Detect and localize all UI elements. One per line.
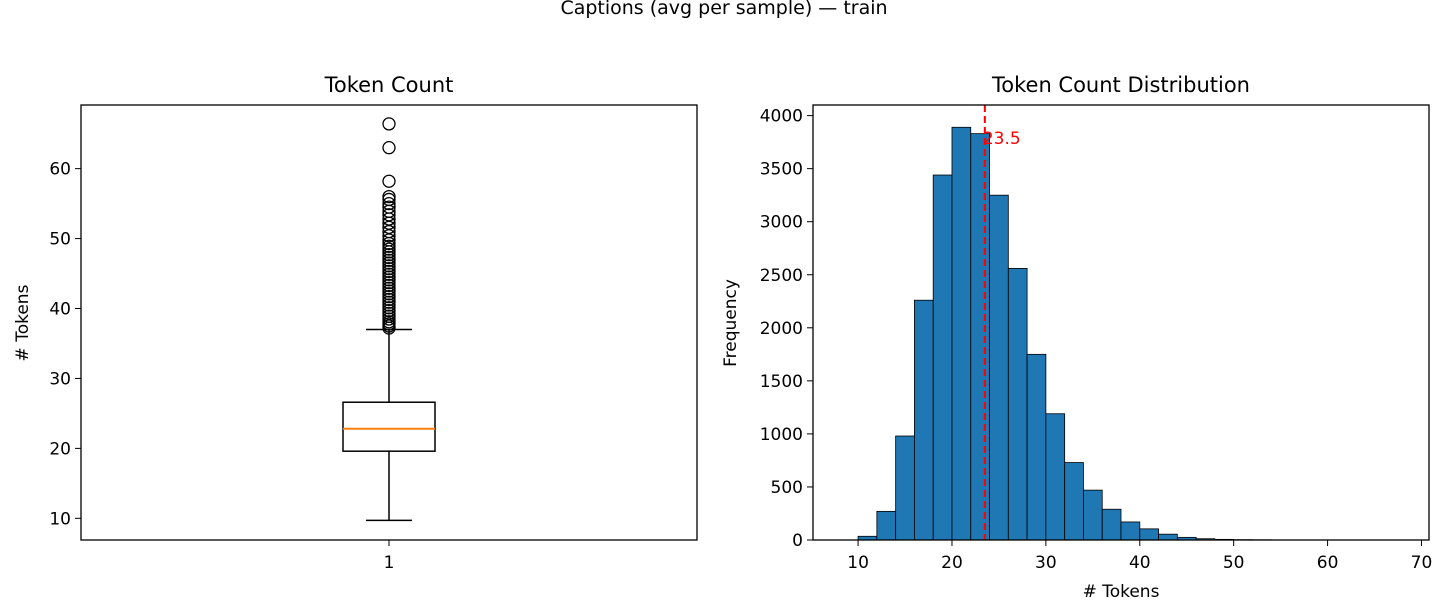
histogram-bar xyxy=(1083,489,1103,541)
histogram-xtick-label: 30 xyxy=(1035,553,1057,573)
histogram-bar xyxy=(895,435,915,541)
histogram-ytick-label: 3500 xyxy=(760,160,803,180)
histogram-ylabel: Frequency xyxy=(721,279,741,367)
histogram-bar xyxy=(932,174,953,541)
histogram-ytick-label: 2500 xyxy=(760,266,803,286)
histogram-xtick-label: 60 xyxy=(1317,553,1339,573)
histogram-ytick-label: 3000 xyxy=(760,213,803,233)
histogram-bar xyxy=(1007,267,1028,541)
histogram-title: Token Count Distribution xyxy=(991,73,1250,97)
histogram-ytick-label: 0 xyxy=(792,531,803,551)
figure-suptitle: Captions (avg per sample) — train xyxy=(560,0,887,19)
histogram-ytick-label: 1000 xyxy=(760,425,803,445)
histogram-bar xyxy=(1158,533,1178,541)
histogram-ytick-label: 500 xyxy=(771,478,803,498)
boxplot-outlier-point xyxy=(382,189,396,204)
boxplot-outlier-point xyxy=(382,141,396,155)
histogram-bar xyxy=(1026,353,1047,541)
boxplot-outlier-point xyxy=(382,174,396,188)
boxplot-xtick-label: 1 xyxy=(384,553,395,573)
histogram-bar xyxy=(951,126,972,541)
boxplot-outlier-point xyxy=(382,200,396,214)
histogram-mean-label: 23.5 xyxy=(983,129,1021,149)
histogram-bar xyxy=(1101,508,1122,541)
histogram-bar xyxy=(1139,528,1159,541)
boxplot-ytick-label: 10 xyxy=(49,509,71,529)
boxplot-outlier-point xyxy=(382,208,396,222)
histogram-bar xyxy=(970,133,990,541)
boxplot-ytick-label: 60 xyxy=(49,160,71,180)
boxplot-ytick-label: 40 xyxy=(49,300,71,320)
boxplot-title: Token Count xyxy=(324,73,454,97)
histogram-frame xyxy=(812,104,1430,541)
histogram-axes: Token Count Distribution Frequency # Tok… xyxy=(721,73,1432,602)
boxplot-ylabel: # Tokens xyxy=(13,284,33,361)
boxplot-outlier-point xyxy=(382,117,396,131)
histogram-ytick-label: 2000 xyxy=(760,319,803,339)
histogram-bar xyxy=(914,299,934,541)
boxplot-frame xyxy=(80,104,698,541)
histogram-bar xyxy=(1045,413,1066,541)
boxplot-box xyxy=(342,401,436,452)
histogram-xtick-label: 20 xyxy=(941,553,963,573)
boxplot-outlier-point xyxy=(382,196,396,211)
histogram-xtick-label: 70 xyxy=(1411,553,1433,573)
boxplot-ytick-label: 20 xyxy=(49,439,71,459)
boxplot-ytick-label: 30 xyxy=(49,369,71,389)
histogram-bar xyxy=(989,194,1009,541)
boxplot-ytick-label: 50 xyxy=(49,230,71,250)
histogram-bar xyxy=(1064,462,1084,541)
histogram-xlabel: # Tokens xyxy=(1083,582,1160,602)
histogram-xtick-label: 10 xyxy=(847,553,869,573)
histogram-ytick-label: 1500 xyxy=(760,372,803,392)
histogram-xtick-label: 40 xyxy=(1129,553,1151,573)
histogram-xtick-label: 50 xyxy=(1223,553,1245,573)
boxplot-axes: Token Count # Tokens 10 20 30 40 50 60 1 xyxy=(13,73,698,573)
histogram-ytick-label: 4000 xyxy=(760,107,803,127)
histogram-bar xyxy=(1120,521,1141,541)
histogram-bar xyxy=(876,510,897,541)
